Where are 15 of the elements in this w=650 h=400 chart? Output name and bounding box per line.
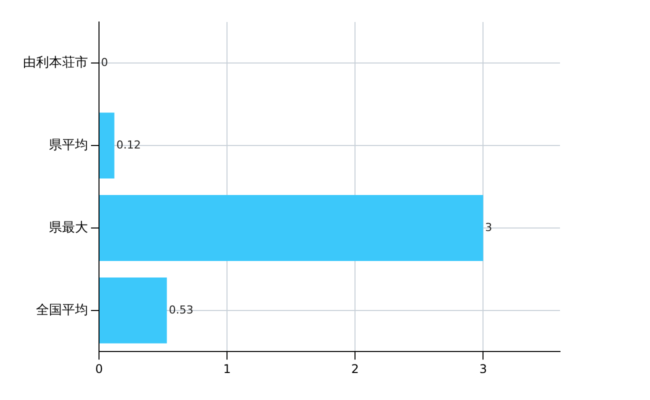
bar [100, 195, 484, 261]
x-tick-label: 1 [223, 362, 231, 376]
bar [100, 277, 167, 344]
x-tick-label: 2 [351, 362, 359, 376]
data-label: 0.12 [116, 138, 141, 152]
y-tick-label: 全国平均 [36, 302, 88, 318]
y-tick-label: 県平均 [49, 138, 88, 153]
y-tick-label: 由利本荘市 [23, 56, 88, 71]
x-tick-label: 3 [479, 362, 487, 376]
data-label: 0.53 [168, 303, 194, 316]
bar [100, 112, 114, 179]
data-label: 3 [485, 220, 492, 234]
y-tick-label: 県最大 [49, 220, 88, 236]
x-tick-label: 0 [95, 362, 103, 376]
data-label: 0 [101, 56, 108, 70]
